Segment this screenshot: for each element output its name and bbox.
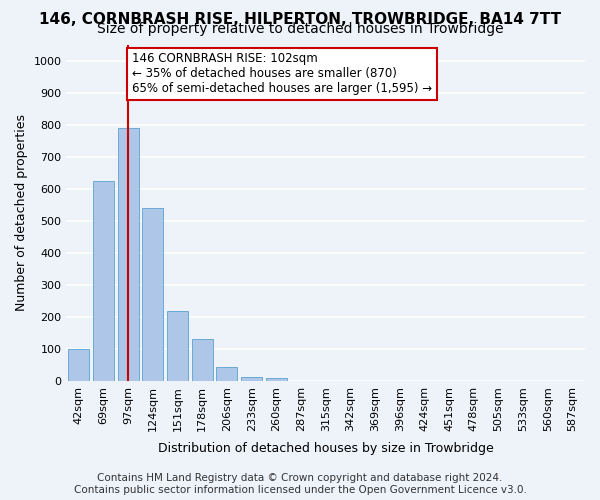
Bar (241, 376, 262, 381)
Bar (93, 181, 114, 381)
Text: Contains HM Land Registry data © Crown copyright and database right 2024.
Contai: Contains HM Land Registry data © Crown c… (74, 474, 526, 495)
X-axis label: Distribution of detached houses by size in Trowbridge: Distribution of detached houses by size … (158, 442, 494, 455)
Bar (68, 349, 89, 381)
Text: Size of property relative to detached houses in Trowbridge: Size of property relative to detached ho… (97, 22, 503, 36)
Bar (118, 128, 139, 381)
Text: 146, CORNBRASH RISE, HILPERTON, TROWBRIDGE, BA14 7TT: 146, CORNBRASH RISE, HILPERTON, TROWBRID… (39, 12, 561, 28)
Bar (142, 208, 163, 381)
Bar (217, 368, 238, 381)
Y-axis label: Number of detached properties: Number of detached properties (15, 114, 28, 312)
Bar (266, 378, 287, 381)
Bar (167, 310, 188, 381)
Text: 146 CORNBRASH RISE: 102sqm
← 35% of detached houses are smaller (870)
65% of sem: 146 CORNBRASH RISE: 102sqm ← 35% of deta… (132, 52, 432, 96)
Bar (192, 340, 213, 381)
